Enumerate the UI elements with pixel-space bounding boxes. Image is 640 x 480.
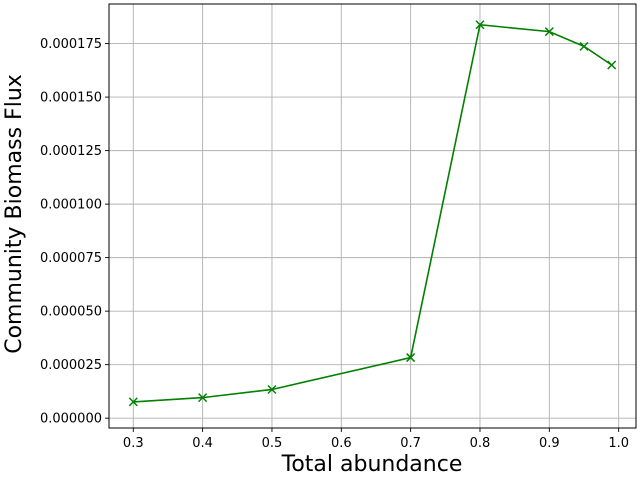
marker-stroke xyxy=(579,41,589,51)
y-tick-label: 0.000025 xyxy=(40,358,102,373)
x-tick-label: 0.8 xyxy=(470,436,491,451)
data-point-marker xyxy=(406,353,416,363)
data-point-marker xyxy=(579,41,589,51)
data-point-marker xyxy=(267,384,277,395)
data-point-marker xyxy=(128,397,138,407)
x-tick-label: 0.3 xyxy=(123,436,144,451)
data-point-marker xyxy=(544,27,554,37)
y-axis-ticks: 0.000000 0.000025 0.000050 0.000075 0.000100… xyxy=(40,37,109,427)
data-point-marker xyxy=(475,20,485,30)
marker-stroke xyxy=(128,397,138,407)
x-tick-label: 0.7 xyxy=(400,436,421,451)
x-axis-title: Total abundance xyxy=(281,452,463,477)
y-tick-label: 0.000100 xyxy=(40,198,102,213)
series-line xyxy=(133,23,613,403)
y-tick-label: 0.000125 xyxy=(40,144,102,159)
x-tick-label: 0.9 xyxy=(539,436,560,451)
y-tick-label: 0.000075 xyxy=(40,251,102,266)
y-tick-label: 0.000150 xyxy=(40,91,102,106)
x-tick-label: 0.6 xyxy=(331,436,352,451)
marker-stroke xyxy=(475,20,485,30)
y-tick-label: 0.000000 xyxy=(40,412,102,427)
grid-lines xyxy=(109,4,636,428)
data-point-marker xyxy=(607,60,617,70)
marker-stroke xyxy=(607,60,617,70)
x-tick-label: 0.4 xyxy=(192,436,213,451)
y-axis-title: Community Biomass Flux xyxy=(2,74,27,354)
data-point-marker xyxy=(198,393,208,403)
y-tick-label: 0.000175 xyxy=(40,37,102,52)
marker-stroke xyxy=(544,27,554,37)
marker-stroke xyxy=(198,393,208,403)
y-tick-label: 0.000050 xyxy=(40,305,102,320)
marker-stroke xyxy=(267,384,277,395)
x-tick-label: 0.5 xyxy=(262,436,283,451)
x-axis-ticks: 0.3 0.4 0.5 0.6 0.7 0.8 0.9 1.0 xyxy=(123,428,629,451)
marker-stroke xyxy=(406,353,416,363)
plot-frame xyxy=(108,3,637,429)
x-tick-label: 1.0 xyxy=(608,436,629,451)
series-layer xyxy=(128,20,617,407)
